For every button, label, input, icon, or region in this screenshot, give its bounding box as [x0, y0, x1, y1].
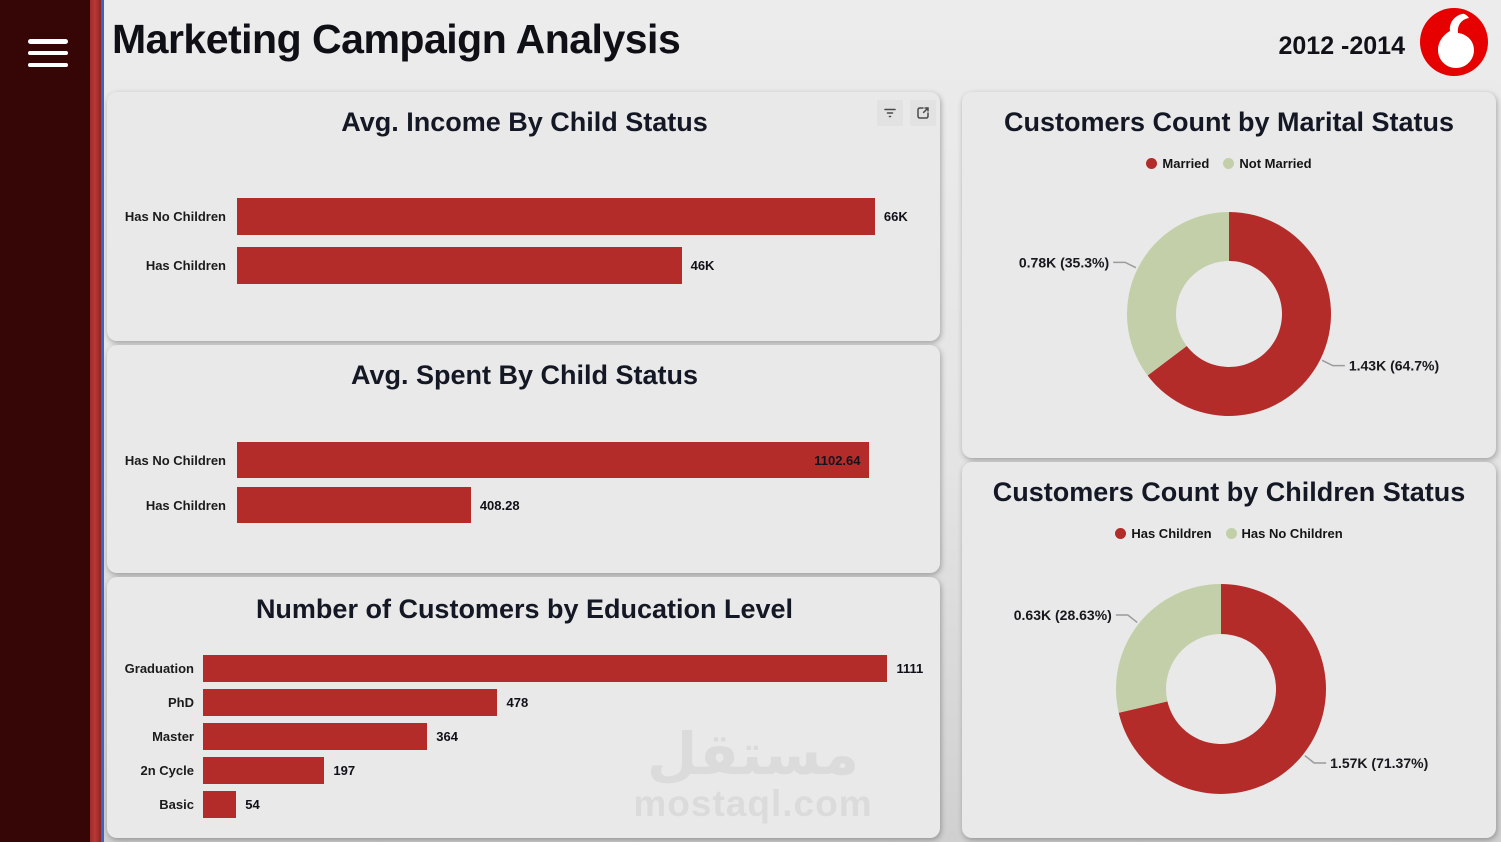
- bar-track: 46K: [237, 247, 930, 284]
- bar-row: 2n Cycle 197: [119, 757, 930, 784]
- card-marital-status: Customers Count by Marital Status Marrie…: [962, 92, 1496, 458]
- donut-data-label: 0.63K (28.63%): [1014, 607, 1112, 623]
- value-label: 46K: [690, 258, 715, 273]
- bar-row: Has Children 408.28: [119, 487, 930, 523]
- legend-item[interactable]: Has No Children: [1225, 526, 1343, 541]
- bar-row: Has Children 46K: [119, 247, 930, 284]
- category-label: PhD: [168, 695, 194, 710]
- label-leader-line: [1304, 754, 1327, 764]
- bar-row: Basic 54: [119, 791, 930, 818]
- label-leader-line: [1113, 261, 1137, 269]
- visual-header-controls: [877, 100, 936, 126]
- category-label: Has No Children: [124, 452, 226, 468]
- bar-chart-avg-spent: Has No Children 1102.64 Has Children 408.28: [119, 442, 930, 523]
- legend-dot-icon: [1223, 158, 1235, 169]
- legend-dot-icon: [1146, 158, 1158, 169]
- bar-track: 197: [203, 757, 930, 784]
- legend-dot-icon: [1115, 528, 1127, 539]
- bar-row: Graduation 1111: [119, 655, 930, 682]
- donut-chart-marital: 1.43K (64.7%) 0.78K (35.3%): [1019, 212, 1439, 416]
- page-title: Marketing Campaign Analysis: [112, 16, 681, 62]
- label-leader-line: [1321, 359, 1345, 367]
- legend-label: Married: [1162, 156, 1210, 171]
- donut-data-label: 1.43K (64.7%): [1349, 358, 1439, 374]
- chart-title: Customers Count by Marital Status: [1003, 107, 1455, 137]
- sidebar-divider-line: [101, 0, 104, 842]
- category-label: Graduation: [124, 661, 194, 676]
- donut-slice[interactable]: [1116, 584, 1221, 713]
- legend-item[interactable]: Not Married: [1223, 156, 1312, 171]
- value-label: 197: [333, 763, 356, 778]
- category-label: Master: [152, 729, 194, 744]
- category-label: Has Children: [145, 497, 226, 513]
- bar[interactable]: [203, 723, 428, 750]
- chart-title: Avg. Income By Child Status: [341, 107, 708, 137]
- period-label: 2012 -2014: [1278, 32, 1405, 60]
- category-label: Has No Children: [124, 209, 226, 224]
- donut-chart-children: 1.57K (71.37%) 0.63K (28.63%): [1014, 584, 1428, 794]
- value-label: 478: [506, 695, 529, 710]
- chart-legend: Married Not Married: [962, 156, 1496, 171]
- bar[interactable]: [237, 247, 682, 284]
- bar-track: 408.28: [237, 487, 930, 523]
- bar-track: 66K: [237, 198, 930, 235]
- value-label: 1111: [896, 661, 924, 676]
- chart-title: Avg. Spent By Child Status: [350, 360, 699, 390]
- vodafone-logo-icon: [1420, 8, 1488, 76]
- bar[interactable]: [203, 791, 237, 818]
- label-leader-line: [1115, 614, 1138, 624]
- legend-label: Has Children: [1131, 526, 1212, 541]
- sidebar: [0, 0, 90, 842]
- legend-item[interactable]: Married: [1146, 156, 1209, 171]
- bar[interactable]: [237, 198, 875, 235]
- bar-chart-education: Graduation 1111 PhD 478 Master 364 2n Cycle 197…: [119, 655, 930, 818]
- legend-item[interactable]: Has Children: [1115, 526, 1212, 541]
- donut-slice[interactable]: [1127, 212, 1229, 376]
- donut-slice[interactable]: [1118, 584, 1326, 794]
- donut-slice[interactable]: [1147, 212, 1331, 416]
- hamburger-icon[interactable]: [28, 39, 68, 67]
- bar-track: 478: [203, 689, 930, 716]
- chart-title: Customers Count by Children Status: [992, 477, 1466, 507]
- card-children-status: Customers Count by Children Status Has C…: [962, 462, 1496, 838]
- legend-label: Has No Children: [1241, 526, 1343, 541]
- bar-row: Has No Children 1102.64: [119, 442, 930, 478]
- value-label: 408.28: [479, 497, 520, 513]
- value-label: 1102.64: [814, 452, 861, 468]
- bar-track: 1111: [203, 655, 930, 682]
- legend-label: Not Married: [1239, 156, 1312, 171]
- bar-chart-avg-income: Has No Children 66K Has Children 46K: [119, 198, 930, 284]
- bar-row: Has No Children 66K: [119, 198, 930, 235]
- focus-mode-icon[interactable]: [910, 100, 936, 126]
- category-label: Basic: [159, 797, 194, 812]
- value-label: 54: [245, 797, 260, 812]
- card-avg-spent: Avg. Spent By Child Status Has No Childr…: [107, 345, 940, 573]
- card-avg-income: Avg. Income By Child Status Has No Child…: [107, 92, 940, 341]
- legend-dot-icon: [1225, 528, 1237, 539]
- category-label: Has Children: [145, 258, 226, 273]
- bar[interactable]: [237, 487, 471, 523]
- bar[interactable]: [203, 757, 325, 784]
- bar[interactable]: 1102.64: [237, 442, 869, 478]
- bar[interactable]: [203, 689, 498, 716]
- donut-data-label: 1.57K (71.37%): [1330, 755, 1428, 771]
- bar[interactable]: [203, 655, 888, 682]
- donut-data-label: 0.78K (35.3%): [1019, 254, 1109, 270]
- chart-legend: Has Children Has No Children: [962, 526, 1496, 541]
- filter-icon[interactable]: [877, 100, 903, 126]
- sidebar-accent-stripe: [90, 0, 101, 842]
- category-label: 2n Cycle: [140, 763, 194, 778]
- bar-track: 54: [203, 791, 930, 818]
- value-label: 66K: [883, 209, 908, 224]
- bar-row: PhD 478: [119, 689, 930, 716]
- bar-track: 364: [203, 723, 930, 750]
- bar-row: Master 364: [119, 723, 930, 750]
- card-education-level: Number of Customers by Education Level G…: [107, 577, 940, 838]
- chart-title: Number of Customers by Education Level: [255, 594, 794, 624]
- bar-track: 1102.64: [237, 442, 930, 478]
- value-label: 364: [436, 729, 458, 744]
